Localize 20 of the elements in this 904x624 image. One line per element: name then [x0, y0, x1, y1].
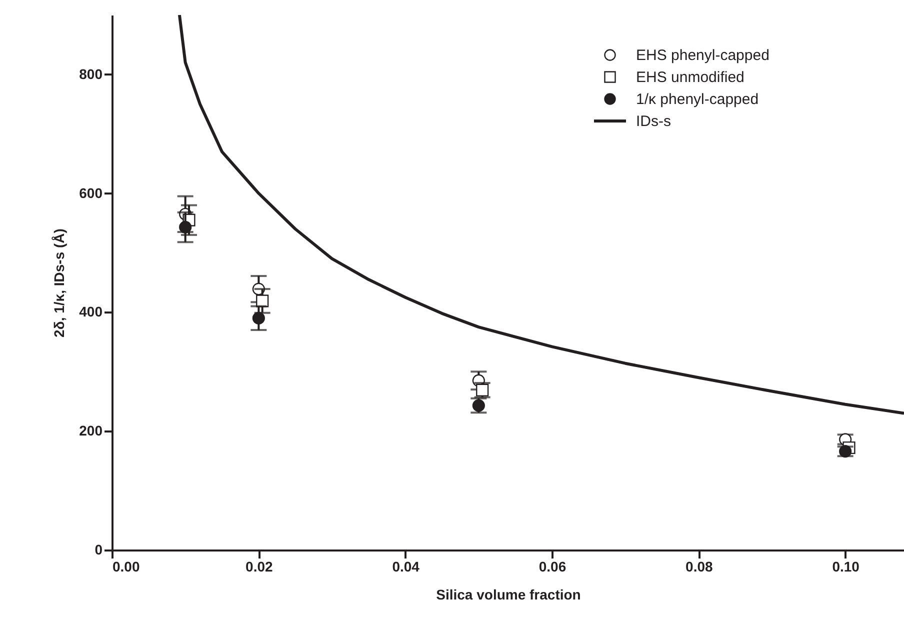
y-tick-label: 0: [94, 542, 103, 558]
line-series: [178, 15, 904, 415]
point: [252, 312, 265, 324]
y-tick-label: 400: [79, 304, 103, 320]
x-tick-label: 0.00: [112, 558, 140, 574]
x-tick-label: 0.10: [832, 558, 860, 574]
x-tick-label: 0.08: [686, 558, 714, 574]
legend-label: IDs-s: [636, 113, 671, 130]
point: [179, 220, 192, 234]
x-tick-label: 0.06: [538, 558, 566, 574]
legend-label: EHS phenyl-capped: [636, 47, 770, 64]
legend-label: EHS unmodified: [636, 69, 744, 86]
y-axis-title: 2δ, 1/κ, IDs-s (Å): [51, 228, 68, 338]
x-tick-label: 0.04: [392, 558, 420, 574]
y-tick-label: 600: [79, 184, 103, 201]
x-axis-title: Silica volume fraction: [436, 586, 581, 602]
y-tick-label: 200: [79, 422, 103, 439]
x-tick-label: 0.02: [246, 558, 274, 574]
y-tick-label: 800: [79, 66, 103, 82]
legend-label: 1/κ phenyl-capped: [636, 91, 759, 108]
